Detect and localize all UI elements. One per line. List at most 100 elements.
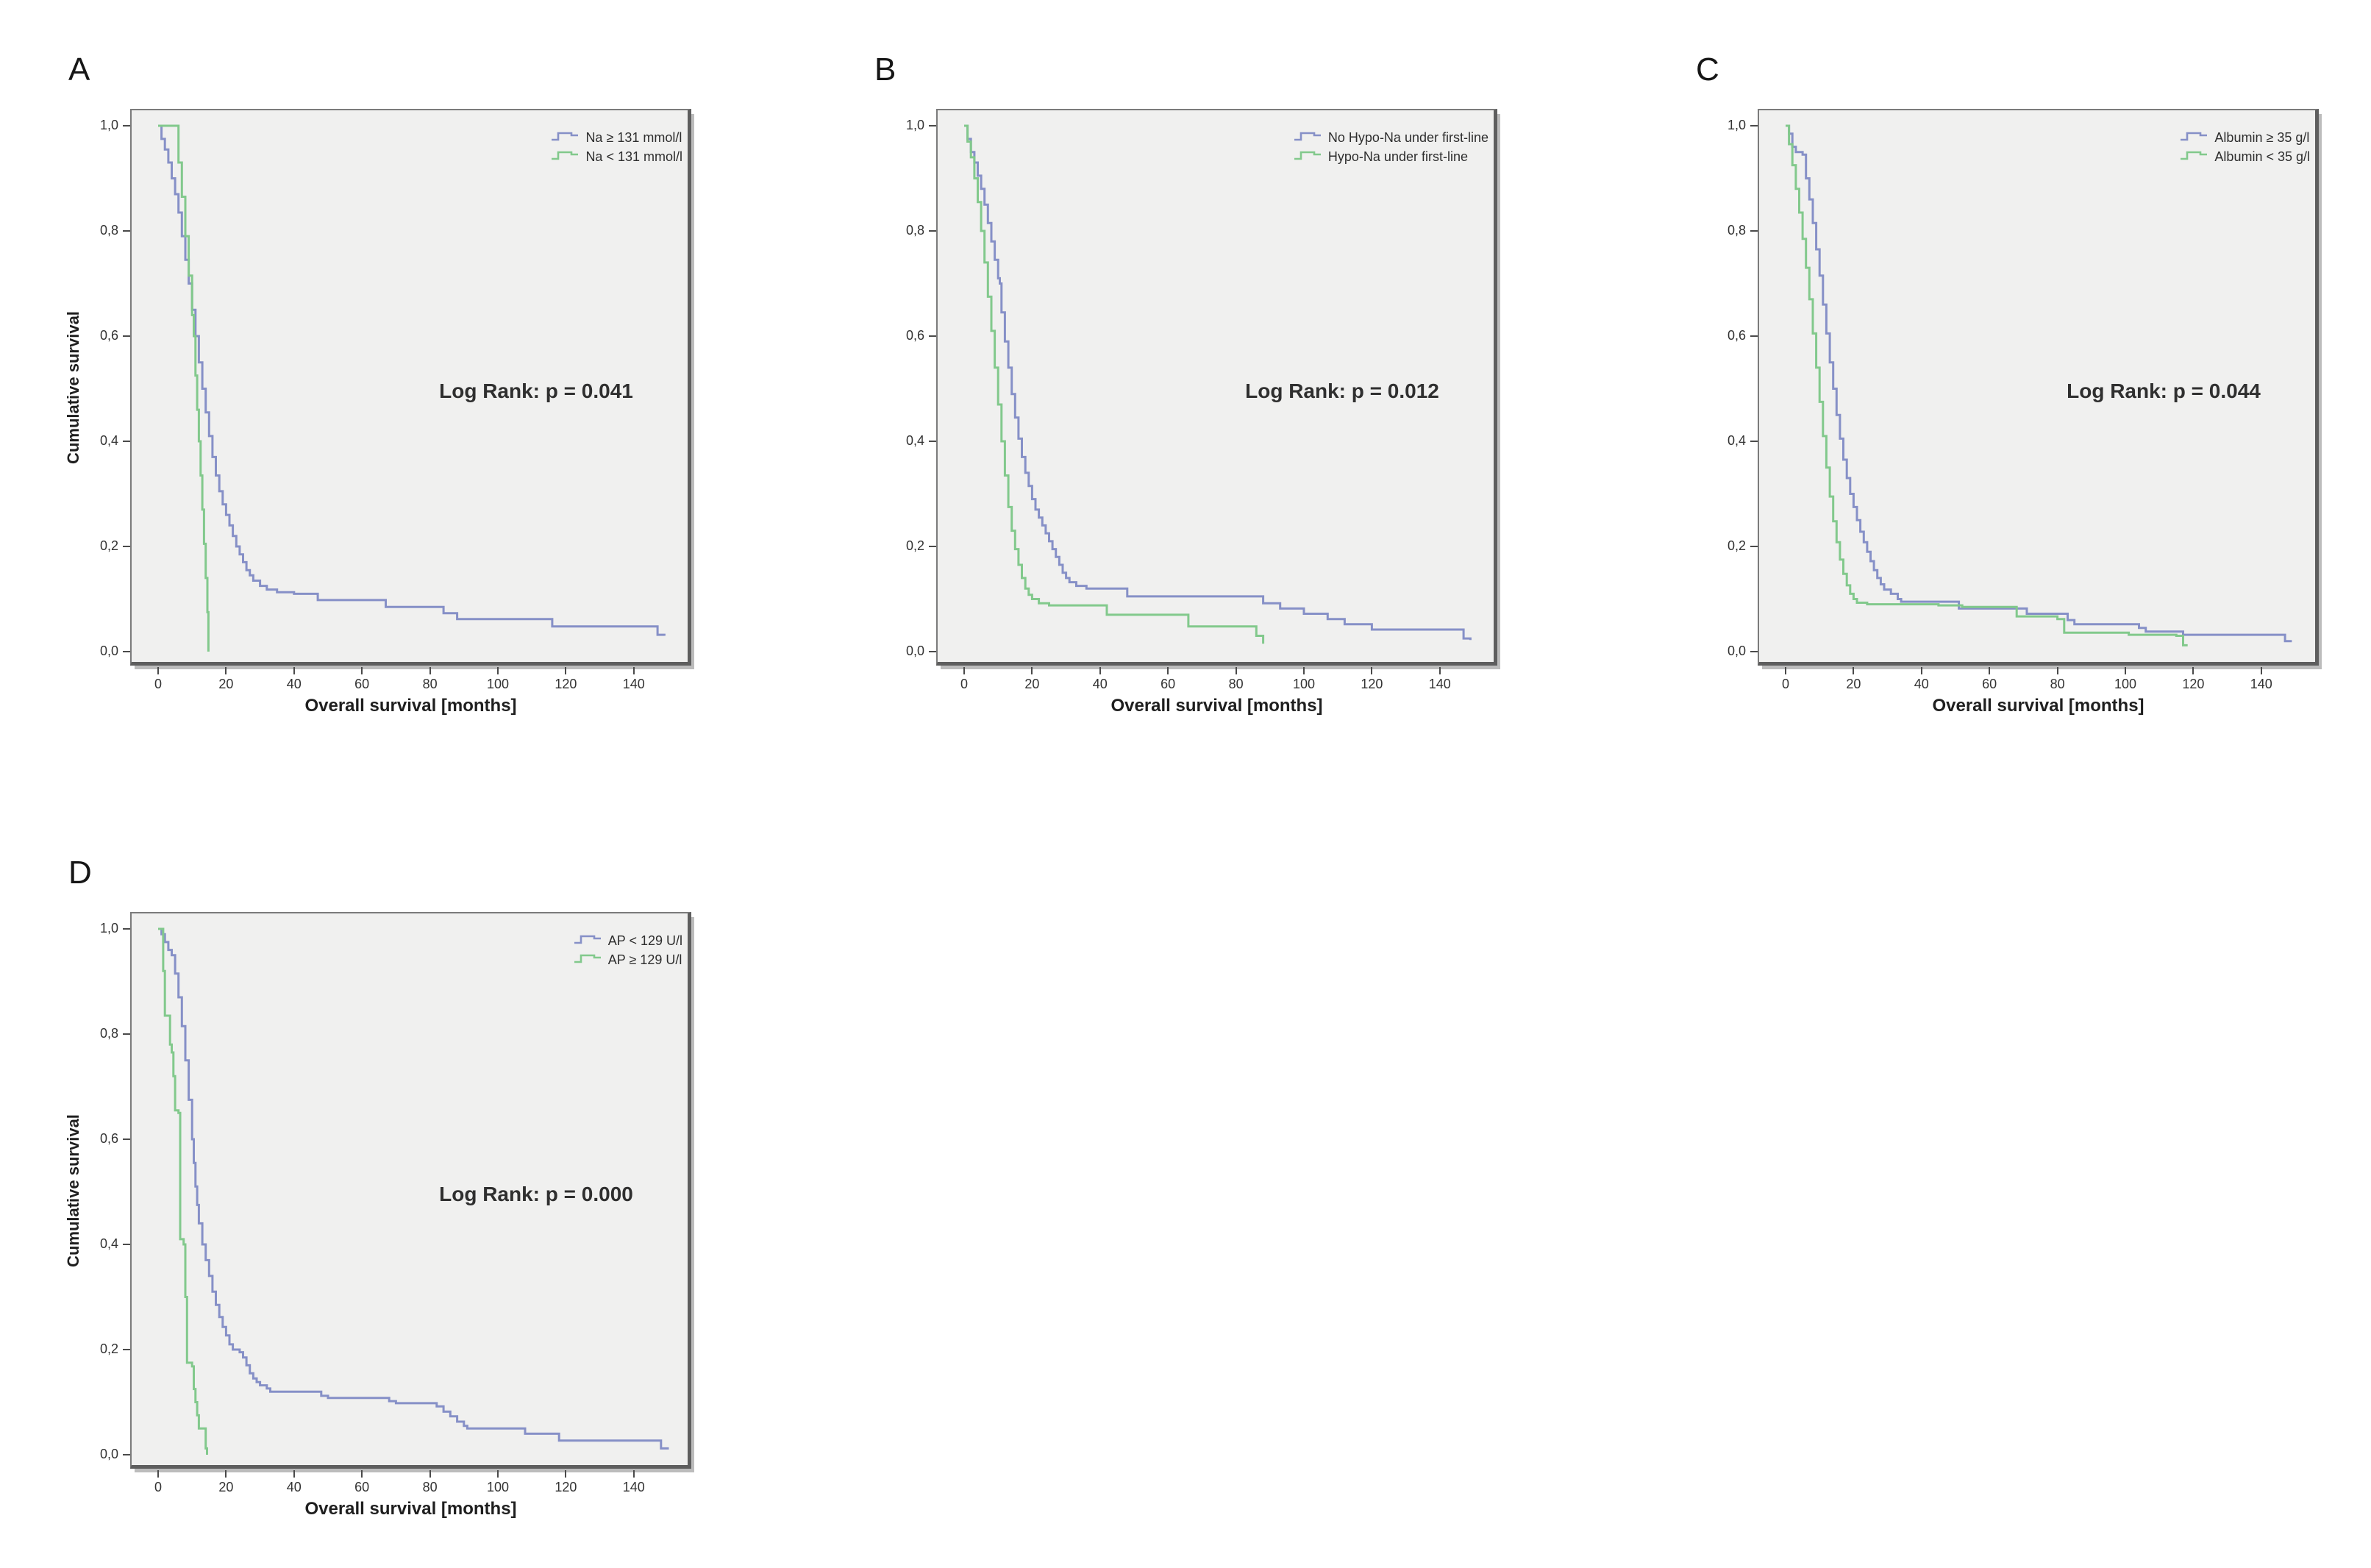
y-axis-tick — [123, 1138, 130, 1140]
x-axis-tick — [565, 1470, 567, 1478]
y-axis-tick-label: 0,8 — [1727, 223, 1746, 238]
y-axis-tick-label: 0,2 — [1727, 538, 1746, 553]
x-axis-tick-label: 0 — [154, 1480, 162, 1494]
y-axis-tick — [929, 441, 936, 442]
x-axis-tick-label: 100 — [2114, 677, 2137, 691]
x-axis-tick-label: 20 — [218, 1480, 234, 1494]
legend-item: Na < 131 mmol/l — [551, 149, 682, 164]
y-axis-tick-label: 1,0 — [99, 921, 118, 936]
y-axis-tick-label: 0,8 — [99, 223, 118, 238]
legend: Albumin ≥ 35 g/l Albumin < 35 g/l — [2180, 130, 2310, 164]
legend: Na ≥ 131 mmol/l Na < 131 mmol/l — [551, 130, 682, 164]
x-axis-tick-label: 140 — [622, 1480, 645, 1494]
survival-curves — [158, 927, 669, 1455]
y-axis-tick-label: 0,6 — [99, 328, 118, 343]
x-axis-tick-label: 100 — [486, 677, 510, 691]
x-axis-tick — [1920, 667, 1922, 674]
y-axis-tick — [929, 125, 936, 126]
x-axis-tick — [157, 1470, 159, 1478]
x-axis-tick-label: 120 — [1361, 677, 1383, 691]
x-axis-tick-label: 0 — [154, 677, 162, 691]
km-panel-B: B No Hypo-Na under first-line Hypo-Na unde… — [874, 51, 1497, 716]
legend-label: Na < 131 mmol/l — [585, 149, 682, 164]
x-axis-tick — [361, 667, 363, 674]
x-axis-tick — [2192, 667, 2194, 674]
x-axis-tick — [157, 667, 159, 674]
legend-item: No Hypo-Na under first-line — [1294, 130, 1488, 145]
y-axis-tick — [123, 1033, 130, 1035]
y-axis-title: Cumulative survival — [59, 912, 88, 1469]
y-axis-tick — [1750, 651, 1758, 652]
y-axis-tick-label: 0,2 — [905, 538, 924, 553]
legend-item: Albumin < 35 g/l — [2180, 149, 2310, 164]
panel-label: C — [1696, 51, 1719, 88]
panel-label: B — [874, 51, 896, 88]
y-axis-tick-label: 1,0 — [905, 118, 924, 132]
x-axis-tick — [565, 667, 567, 674]
x-axis-title: Overall survival [months] — [304, 696, 517, 716]
y-axis-tick — [1750, 441, 1758, 442]
x-axis-tick — [293, 1470, 295, 1478]
x-axis-tick — [225, 1470, 227, 1478]
x-axis-tick — [497, 667, 499, 674]
x-axis-tick-label: 140 — [622, 677, 645, 691]
x-axis-tick — [293, 667, 295, 674]
y-axis-tick-label: 0,4 — [99, 433, 118, 448]
legend-item: Na ≥ 131 mmol/l — [551, 130, 682, 145]
survival-curves — [964, 124, 1472, 644]
y-axis-tick-label: 0,0 — [905, 644, 924, 658]
legend-label: Hypo-Na under first-line — [1327, 149, 1468, 164]
x-axis-tick — [963, 667, 965, 674]
x-axis-tick — [1785, 667, 1786, 674]
series-line-green — [1786, 124, 2188, 646]
x-axis-tick-label: 60 — [354, 1480, 370, 1494]
x-axis-tick-label: 100 — [486, 1480, 510, 1494]
y-axis-tick-label: 0,6 — [1727, 328, 1746, 343]
y-axis-tick-label: 0,2 — [99, 1341, 118, 1356]
x-axis-tick-label: 60 — [1982, 677, 1997, 691]
x-axis-tick-label: 140 — [2250, 677, 2272, 691]
series-line-green — [158, 927, 208, 1455]
legend: AP < 129 U/l AP ≥ 129 U/l — [574, 933, 682, 967]
legend-label: AP ≥ 129 U/l — [607, 952, 682, 967]
y-axis-tick-label: 0,2 — [99, 538, 118, 553]
x-axis-tick-label: 80 — [1228, 677, 1244, 691]
x-axis-tick-label: 140 — [1428, 677, 1451, 691]
y-axis-tick-label: 0,8 — [99, 1026, 118, 1041]
x-axis-tick-label: 20 — [218, 677, 234, 691]
y-axis-tick-label: 0,6 — [99, 1131, 118, 1146]
x-axis-tick-label: 60 — [1160, 677, 1176, 691]
x-axis-tick-label: 40 — [286, 677, 302, 691]
y-axis-tick — [123, 928, 130, 930]
y-axis-tick — [929, 335, 936, 337]
x-axis-tick-label: 0 — [1781, 677, 1789, 691]
x-axis-tick — [2056, 667, 2058, 674]
y-axis-tick-label: 0,4 — [99, 1236, 118, 1251]
y-axis-tick-label: 0,4 — [905, 433, 924, 448]
y-axis-title: Cumulative survival — [59, 109, 88, 666]
y-axis-tick — [123, 1349, 130, 1350]
y-axis-tick-label: 0,8 — [905, 223, 924, 238]
x-axis-tick-label: 80 — [422, 677, 438, 691]
y-axis-tick — [123, 651, 130, 652]
x-axis-tick-label: 60 — [354, 677, 370, 691]
y-axis-tick-label: 0,4 — [1727, 433, 1746, 448]
legend-swatch-blue-step-icon — [551, 131, 579, 145]
legend-swatch-blue-step-icon — [574, 934, 602, 948]
legend-swatch-green-step-icon — [2180, 150, 2208, 164]
panel-label: D — [68, 855, 92, 891]
x-axis-tick — [429, 1470, 431, 1478]
y-axis-tick — [123, 230, 130, 232]
x-axis-tick — [497, 1470, 499, 1478]
log-rank-annotation: Log Rank: p = 0.012 — [1245, 379, 1439, 402]
x-axis-tick — [429, 667, 431, 674]
y-axis-tick — [1750, 125, 1758, 126]
km-panel-C: C Albumin ≥ 35 g/l Albumin < 35 g/l Log Ran… — [1696, 51, 2319, 716]
x-axis-tick — [632, 1470, 635, 1478]
series-line-blue — [158, 124, 666, 636]
km-panel-D: D AP < 129 U/l AP ≥ 129 U/l Log Rank: p = 0… — [64, 855, 691, 1519]
y-axis-tick — [123, 335, 130, 337]
x-axis-title: Overall survival [months] — [1932, 696, 2144, 716]
plot-area — [936, 109, 1497, 666]
y-axis-tick-label: 1,0 — [99, 118, 118, 132]
